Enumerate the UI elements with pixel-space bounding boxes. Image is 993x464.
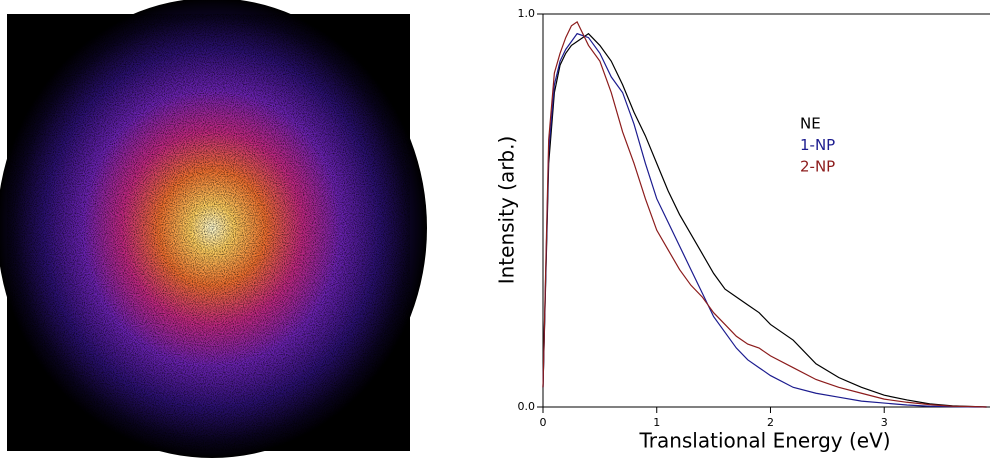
x-axis-label: Translational Energy (eV): [638, 429, 890, 453]
legend-entry: NE: [800, 115, 821, 133]
detector-image: [0, 0, 427, 458]
data-line: [542, 20, 987, 408]
x-tick-label: 3: [881, 416, 888, 429]
y-axis-label: Intensity (arb.): [495, 136, 519, 285]
x-tick-label: 0: [540, 416, 547, 429]
y-tick-label: 0.0: [518, 400, 536, 413]
y-tick-label: 1.0: [518, 7, 536, 20]
x-tick-label: 1: [653, 416, 660, 429]
data-line: [542, 32, 987, 408]
data-line: [542, 32, 987, 408]
legend-entry: 1-NP: [800, 136, 835, 154]
x-tick-label: 2: [767, 416, 774, 429]
legend-entry: 2-NP: [800, 158, 835, 176]
